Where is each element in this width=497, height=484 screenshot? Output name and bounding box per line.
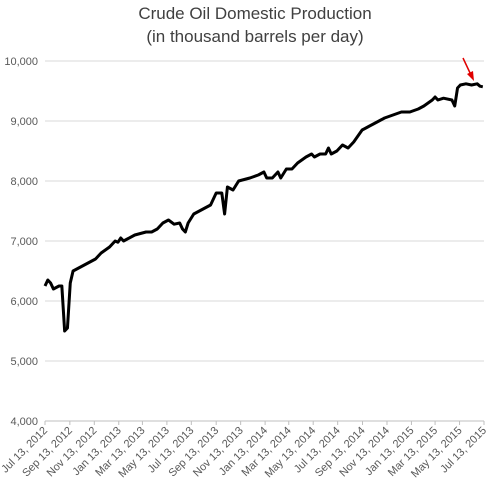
y-tick-label: 10,000 [4,56,38,68]
annotation-arrow [462,57,474,81]
y-tick-label: 9,000 [10,116,38,128]
data-line [43,82,484,333]
y-tick-label: 5,000 [10,356,38,368]
y-tick-label: 8,000 [10,176,38,188]
y-tick-label: 4,000 [10,416,38,428]
chart-subtitle: (in thousand barrels per day) [146,27,363,46]
y-tick-label: 6,000 [10,296,38,308]
chart-title: Crude Oil Domestic Production [138,4,371,23]
y-tick-label: 7,000 [10,236,38,248]
